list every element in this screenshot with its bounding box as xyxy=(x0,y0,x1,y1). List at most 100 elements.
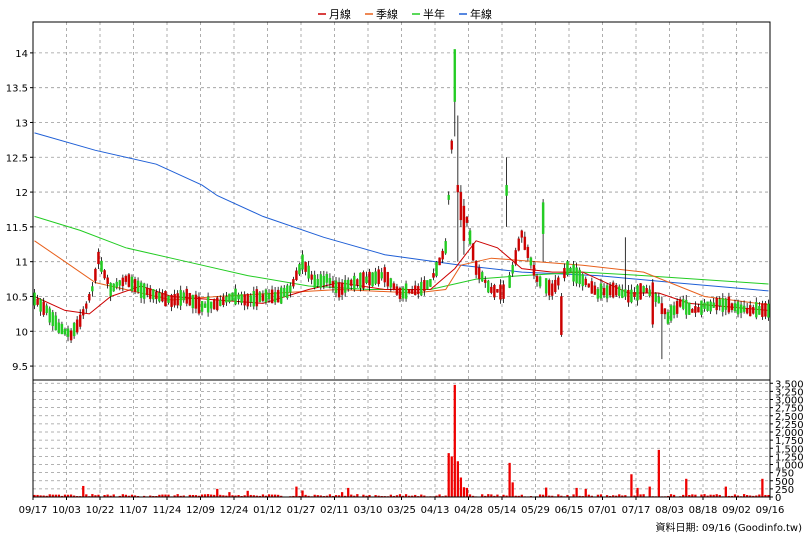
candle-body xyxy=(67,329,69,337)
candle-body xyxy=(37,299,39,305)
candle-body xyxy=(640,283,642,299)
candle-body xyxy=(573,265,575,282)
candle-body xyxy=(219,300,221,306)
candle-body xyxy=(554,280,556,292)
volume-bar xyxy=(295,487,297,497)
candle-body xyxy=(283,288,285,297)
candle-body xyxy=(186,289,188,303)
candle-body xyxy=(347,280,349,289)
candle-body xyxy=(664,309,666,314)
volume-bar xyxy=(685,479,687,497)
volume-bar xyxy=(545,488,547,497)
candle-body xyxy=(448,195,450,200)
candle-body xyxy=(655,294,657,302)
date-tick-label-22: 09/16 xyxy=(756,505,785,516)
candle-body xyxy=(295,271,297,280)
volume-bar xyxy=(585,489,587,497)
candle-body xyxy=(588,284,590,287)
volume-bar xyxy=(575,488,577,497)
candle-body xyxy=(466,217,468,223)
candle-body xyxy=(180,290,182,305)
candle-body xyxy=(280,288,282,304)
price-tick-label-7: 10.5 xyxy=(6,292,28,303)
date-tick-label-8: 01/27 xyxy=(287,505,316,516)
date-tick-label-1: 10/03 xyxy=(52,505,81,516)
date-tick-label-6: 12/24 xyxy=(220,505,249,516)
legend-label-3: 年線 xyxy=(470,7,492,21)
candle-body xyxy=(107,278,109,284)
candle-body xyxy=(609,285,611,295)
candle-body xyxy=(402,288,404,299)
candle-body xyxy=(569,268,571,272)
candle-body xyxy=(393,284,395,290)
candle-body xyxy=(420,282,422,295)
candle-body xyxy=(502,285,504,299)
legend-label-0: 月線 xyxy=(329,7,351,21)
price-tick-label-5: 11.5 xyxy=(6,223,28,234)
candle-body xyxy=(761,303,763,316)
candle-body xyxy=(164,291,166,306)
volume-bar xyxy=(247,491,249,497)
candle-body xyxy=(713,303,715,308)
candle-body xyxy=(582,274,584,286)
candle-body xyxy=(189,293,191,305)
candle-body xyxy=(536,276,538,281)
candle-body xyxy=(292,279,294,286)
candle-body xyxy=(320,274,322,287)
candle-body xyxy=(97,252,99,264)
candle-body xyxy=(33,293,35,305)
candle-body xyxy=(128,274,130,286)
candle-body xyxy=(484,280,486,283)
candle-body xyxy=(94,269,96,281)
candle-body xyxy=(268,293,270,299)
legend-label-2: 半年 xyxy=(423,7,445,21)
candle-body xyxy=(70,331,72,341)
candle-body xyxy=(201,301,203,311)
candle-body xyxy=(463,206,465,241)
candle-body xyxy=(329,278,331,284)
volume-bar xyxy=(228,492,230,497)
date-tick-label-12: 04/13 xyxy=(421,505,450,516)
candle-body xyxy=(725,299,727,310)
price-tick-label-6: 11 xyxy=(15,258,28,269)
candle-body xyxy=(676,301,678,314)
candle-body xyxy=(667,312,669,323)
candle-body xyxy=(247,294,249,306)
candle-body xyxy=(231,293,233,301)
price-tick-label-1: 13.5 xyxy=(6,84,28,95)
candle-body xyxy=(390,278,392,287)
candle-body xyxy=(594,286,596,295)
candle-body xyxy=(350,280,352,286)
candle-body xyxy=(539,277,541,287)
candle-body xyxy=(700,301,702,315)
candle-body xyxy=(658,297,660,303)
candle-body xyxy=(326,274,328,282)
candle-body xyxy=(767,304,769,318)
candle-body xyxy=(368,272,370,285)
candle-body xyxy=(636,286,638,301)
candle-body xyxy=(518,239,520,251)
candle-body xyxy=(137,281,139,292)
candle-body xyxy=(286,286,288,298)
candle-body xyxy=(606,286,608,299)
candle-body xyxy=(472,244,474,260)
candle-body xyxy=(158,293,160,301)
volume-bar xyxy=(630,474,632,497)
candle-body xyxy=(457,185,459,192)
candle-body xyxy=(633,292,635,297)
candle-body xyxy=(76,320,78,333)
candle-body xyxy=(344,280,346,292)
candle-body xyxy=(707,302,709,311)
date-tick-label-10: 03/10 xyxy=(354,505,383,516)
candle-body xyxy=(234,289,236,304)
candle-body xyxy=(414,286,416,295)
candle-body xyxy=(624,290,626,297)
candle-body xyxy=(134,279,136,292)
candle-body xyxy=(375,272,377,284)
volume-bar xyxy=(649,487,651,497)
candle-body xyxy=(682,299,684,308)
candle-body xyxy=(210,302,212,309)
candle-body xyxy=(764,303,766,316)
volume-bar xyxy=(463,487,465,497)
